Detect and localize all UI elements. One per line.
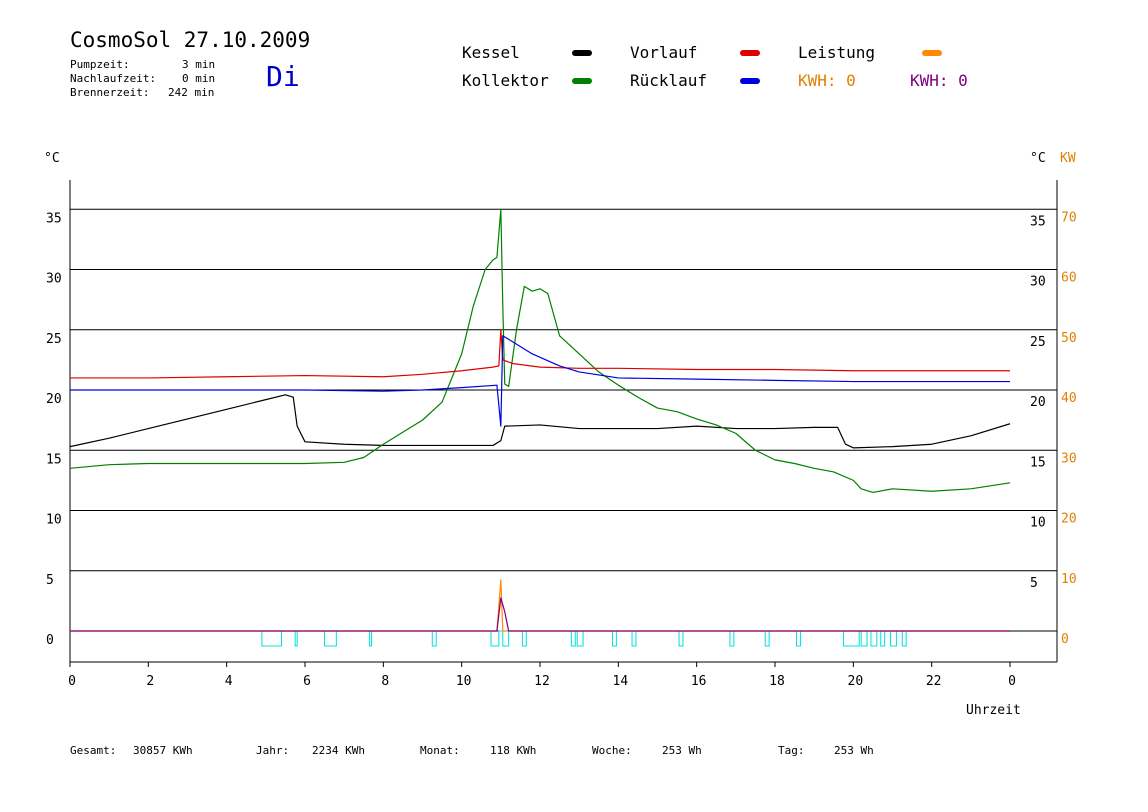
- x-tick-label: 20: [848, 674, 864, 689]
- y2-tick-label: 70: [1061, 210, 1077, 225]
- y-tick-label: 20: [46, 392, 62, 407]
- series-lines: [69, 208, 1011, 632]
- footer-value: 118 KWh: [490, 744, 537, 757]
- pump-trace: [70, 630, 1010, 647]
- nachlauf-time-label: Nachlaufzeit:: [70, 72, 157, 85]
- series-line-leistung: [70, 579, 1010, 632]
- footer-value: 30857 KWh: [133, 744, 193, 757]
- x-tick-label: 14: [613, 674, 629, 689]
- y2-tick-label: 20: [1061, 512, 1077, 527]
- footer-label: Monat:: [420, 744, 460, 757]
- tick-labels: 0510152025303551015202530350102030405060…: [46, 210, 1077, 689]
- legend-leistung-swatch: [922, 50, 942, 56]
- footer-label: Woche:: [592, 744, 632, 757]
- y2-tick-label: 40: [1061, 391, 1077, 406]
- pump-pulses: [70, 630, 1010, 647]
- y-right-tick-label: 35: [1030, 214, 1046, 229]
- legend-leistung-label: Leistung: [798, 43, 876, 62]
- footer-value: 253 Wh: [662, 744, 702, 757]
- y2-tick-label: 30: [1061, 451, 1077, 466]
- brenner-time-label: Brennerzeit:: [70, 86, 150, 99]
- footer-value: 253 Wh: [834, 744, 874, 757]
- pump-time-label: Pumpzeit:: [70, 58, 130, 71]
- legend-kollektor-label: Kollektor: [462, 71, 549, 90]
- series-line-kessel: [69, 394, 1011, 449]
- grid-lines: [70, 208, 1057, 632]
- x-tick-label: 0: [1008, 674, 1016, 689]
- x-tick-label: 8: [381, 674, 389, 689]
- right-unit2-label: KW: [1060, 151, 1076, 166]
- series-line-kwh: [70, 597, 1010, 632]
- y-right-tick-label: 20: [1030, 395, 1046, 410]
- pump-time-value: 3 min: [182, 58, 216, 71]
- y-tick-label: 10: [46, 513, 62, 528]
- y-right-tick-label: 25: [1030, 335, 1046, 350]
- x-tick-label: 10: [456, 674, 472, 689]
- y2-tick-label: 60: [1061, 271, 1077, 286]
- legend-kollektor-swatch: [572, 78, 592, 84]
- legend-ruecklauf-label: Rücklauf: [630, 71, 708, 90]
- x-tick-label: 16: [691, 674, 707, 689]
- brenner-time-value: 242 min: [168, 86, 215, 99]
- y-tick-label: 25: [46, 332, 62, 347]
- y2-tick-label: 50: [1061, 331, 1077, 346]
- x-tick-label: 0: [68, 674, 76, 689]
- legend-kwh-purple: KWH: 0: [910, 71, 968, 90]
- legend-kessel-label: Kessel: [462, 43, 520, 62]
- y-tick-label: 5: [46, 573, 54, 588]
- axes: [69, 180, 1058, 667]
- chart-title: CosmoSol 27.10.2009: [70, 28, 311, 52]
- y2-tick-label: 0: [1061, 632, 1069, 647]
- x-tick-label: 22: [926, 674, 942, 689]
- y-tick-label: 35: [46, 211, 62, 226]
- x-tick-label: 2: [146, 674, 154, 689]
- footer-label: Tag:: [778, 744, 805, 757]
- y-right-tick-label: 15: [1030, 455, 1046, 470]
- legend-vorlauf-label: Vorlauf: [630, 43, 698, 62]
- y-tick-label: 30: [46, 272, 62, 287]
- right-unit-label: °C: [1030, 151, 1046, 166]
- x-tick-label: 18: [769, 674, 785, 689]
- footer-label: Jahr:: [256, 744, 290, 757]
- y-tick-label: 0: [46, 633, 54, 648]
- weekday-label: Di: [266, 60, 300, 93]
- footer-value: 2234 KWh: [312, 744, 365, 757]
- series-line-rcklauf: [70, 335, 1010, 427]
- nachlauf-time-value: 0 min: [182, 72, 216, 85]
- y2-tick-label: 10: [1061, 572, 1077, 587]
- left-unit-label: °C: [44, 151, 60, 166]
- y-right-tick-label: 30: [1030, 275, 1046, 290]
- legend-vorlauf-swatch: [740, 50, 760, 56]
- series-line-vorlauf: [70, 329, 1010, 379]
- x-axis-label: Uhrzeit: [966, 703, 1021, 718]
- legend-kwh-orange: KWH: 0: [798, 71, 856, 90]
- x-tick-label: 12: [534, 674, 550, 689]
- x-tick-label: 4: [225, 674, 233, 689]
- legend-kessel-swatch: [572, 50, 592, 56]
- y-right-tick-label: 5: [1030, 576, 1038, 591]
- footer-label: Gesamt:: [70, 744, 117, 757]
- series-line-kollektor: [69, 208, 1011, 494]
- y-right-tick-label: 10: [1030, 516, 1046, 531]
- x-tick-label: 6: [303, 674, 311, 689]
- y-tick-label: 15: [46, 452, 62, 467]
- legend-ruecklauf-swatch: [740, 78, 760, 84]
